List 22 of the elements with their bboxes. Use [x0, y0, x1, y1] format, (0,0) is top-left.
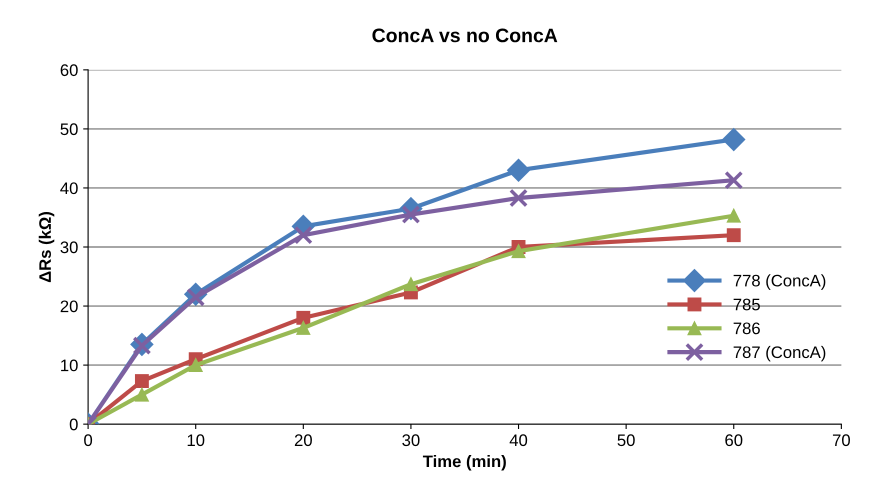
x-axis-title: Time (min) [422, 454, 506, 470]
x-tick-label: 0 [84, 434, 92, 446]
legend-label: 778 (ConcA) [734, 274, 826, 290]
y-tick-label: 30 [60, 241, 78, 254]
x-tick-label: 50 [618, 434, 635, 446]
chart-title: ConcA vs no ConcA [372, 28, 558, 42]
x-tick-label: 30 [402, 434, 420, 446]
y-tick-label: 20 [60, 300, 78, 312]
x-tick-label: 40 [510, 434, 528, 446]
x-tick-label: 10 [188, 434, 204, 446]
legend-label: 787 (ConcA) [734, 346, 826, 362]
y-tick-label: 10 [61, 360, 78, 372]
y-axis-title: ΔRs (kΩ) [38, 212, 54, 282]
y-tick-label: 0 [70, 418, 78, 430]
y-tick-label: 50 [60, 123, 78, 136]
legend-label: 785 [734, 298, 760, 310]
x-tick-label: 60 [725, 434, 742, 446]
legend-label: 786 [734, 322, 760, 334]
y-tick-label: 40 [60, 182, 78, 194]
x-tick-label: 20 [294, 434, 312, 446]
x-tick-label: 70 [832, 434, 850, 446]
y-tick-label: 60 [60, 64, 78, 76]
